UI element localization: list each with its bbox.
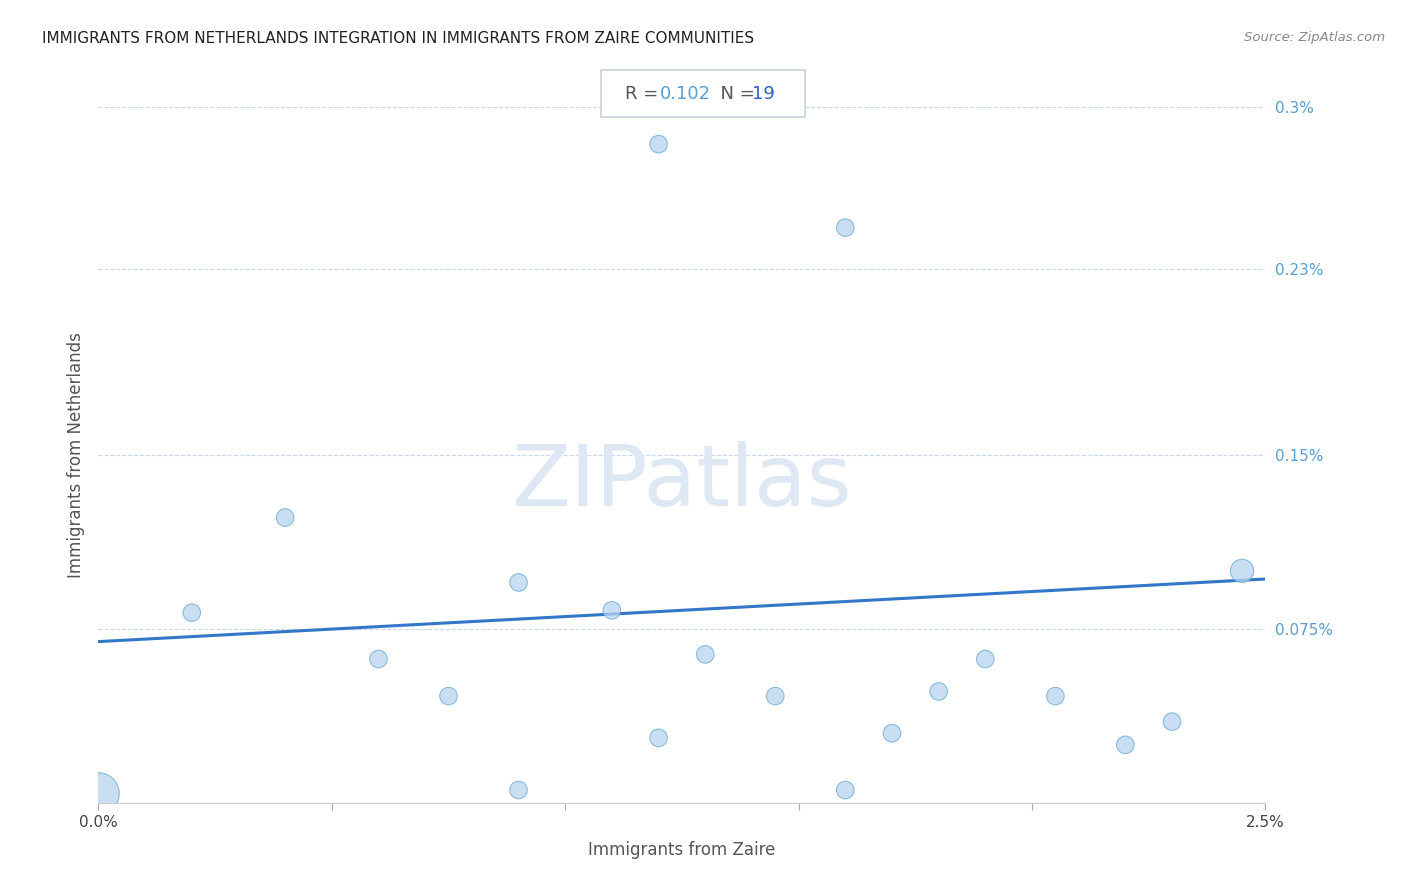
Point (508, 575, 530, 590)
Text: 0.102: 0.102 (661, 85, 711, 103)
Point (834, 783, 856, 797)
Point (1161, 714, 1184, 729)
Point (180, 606, 202, 620)
Point (437, 689, 460, 703)
Text: ZIPatlas: ZIPatlas (512, 442, 852, 524)
Text: 19: 19 (751, 85, 775, 103)
Text: Source: ZipAtlas.com: Source: ZipAtlas.com (1244, 31, 1385, 45)
Point (647, 137, 669, 152)
Point (695, 648, 717, 662)
Point (508, 783, 530, 797)
Point (600, 603, 623, 617)
Text: R =: R = (624, 85, 664, 103)
Point (367, 652, 389, 666)
Text: IMMIGRANTS FROM NETHERLANDS INTEGRATION IN IMMIGRANTS FROM ZAIRE COMMUNITIES: IMMIGRANTS FROM NETHERLANDS INTEGRATION … (42, 31, 754, 46)
Point (1114, 738, 1136, 752)
Point (928, 684, 950, 698)
Point (974, 652, 997, 666)
Text: N =: N = (709, 85, 761, 103)
Point (647, 731, 669, 745)
Point (1045, 689, 1067, 703)
Y-axis label: Immigrants from Netherlands: Immigrants from Netherlands (66, 332, 84, 578)
X-axis label: Immigrants from Zaire: Immigrants from Zaire (588, 841, 776, 859)
Point (274, 510, 297, 524)
Point (763, 689, 786, 703)
Point (880, 726, 903, 740)
Point (87, 787, 110, 801)
Point (834, 220, 856, 235)
Point (1230, 564, 1253, 578)
